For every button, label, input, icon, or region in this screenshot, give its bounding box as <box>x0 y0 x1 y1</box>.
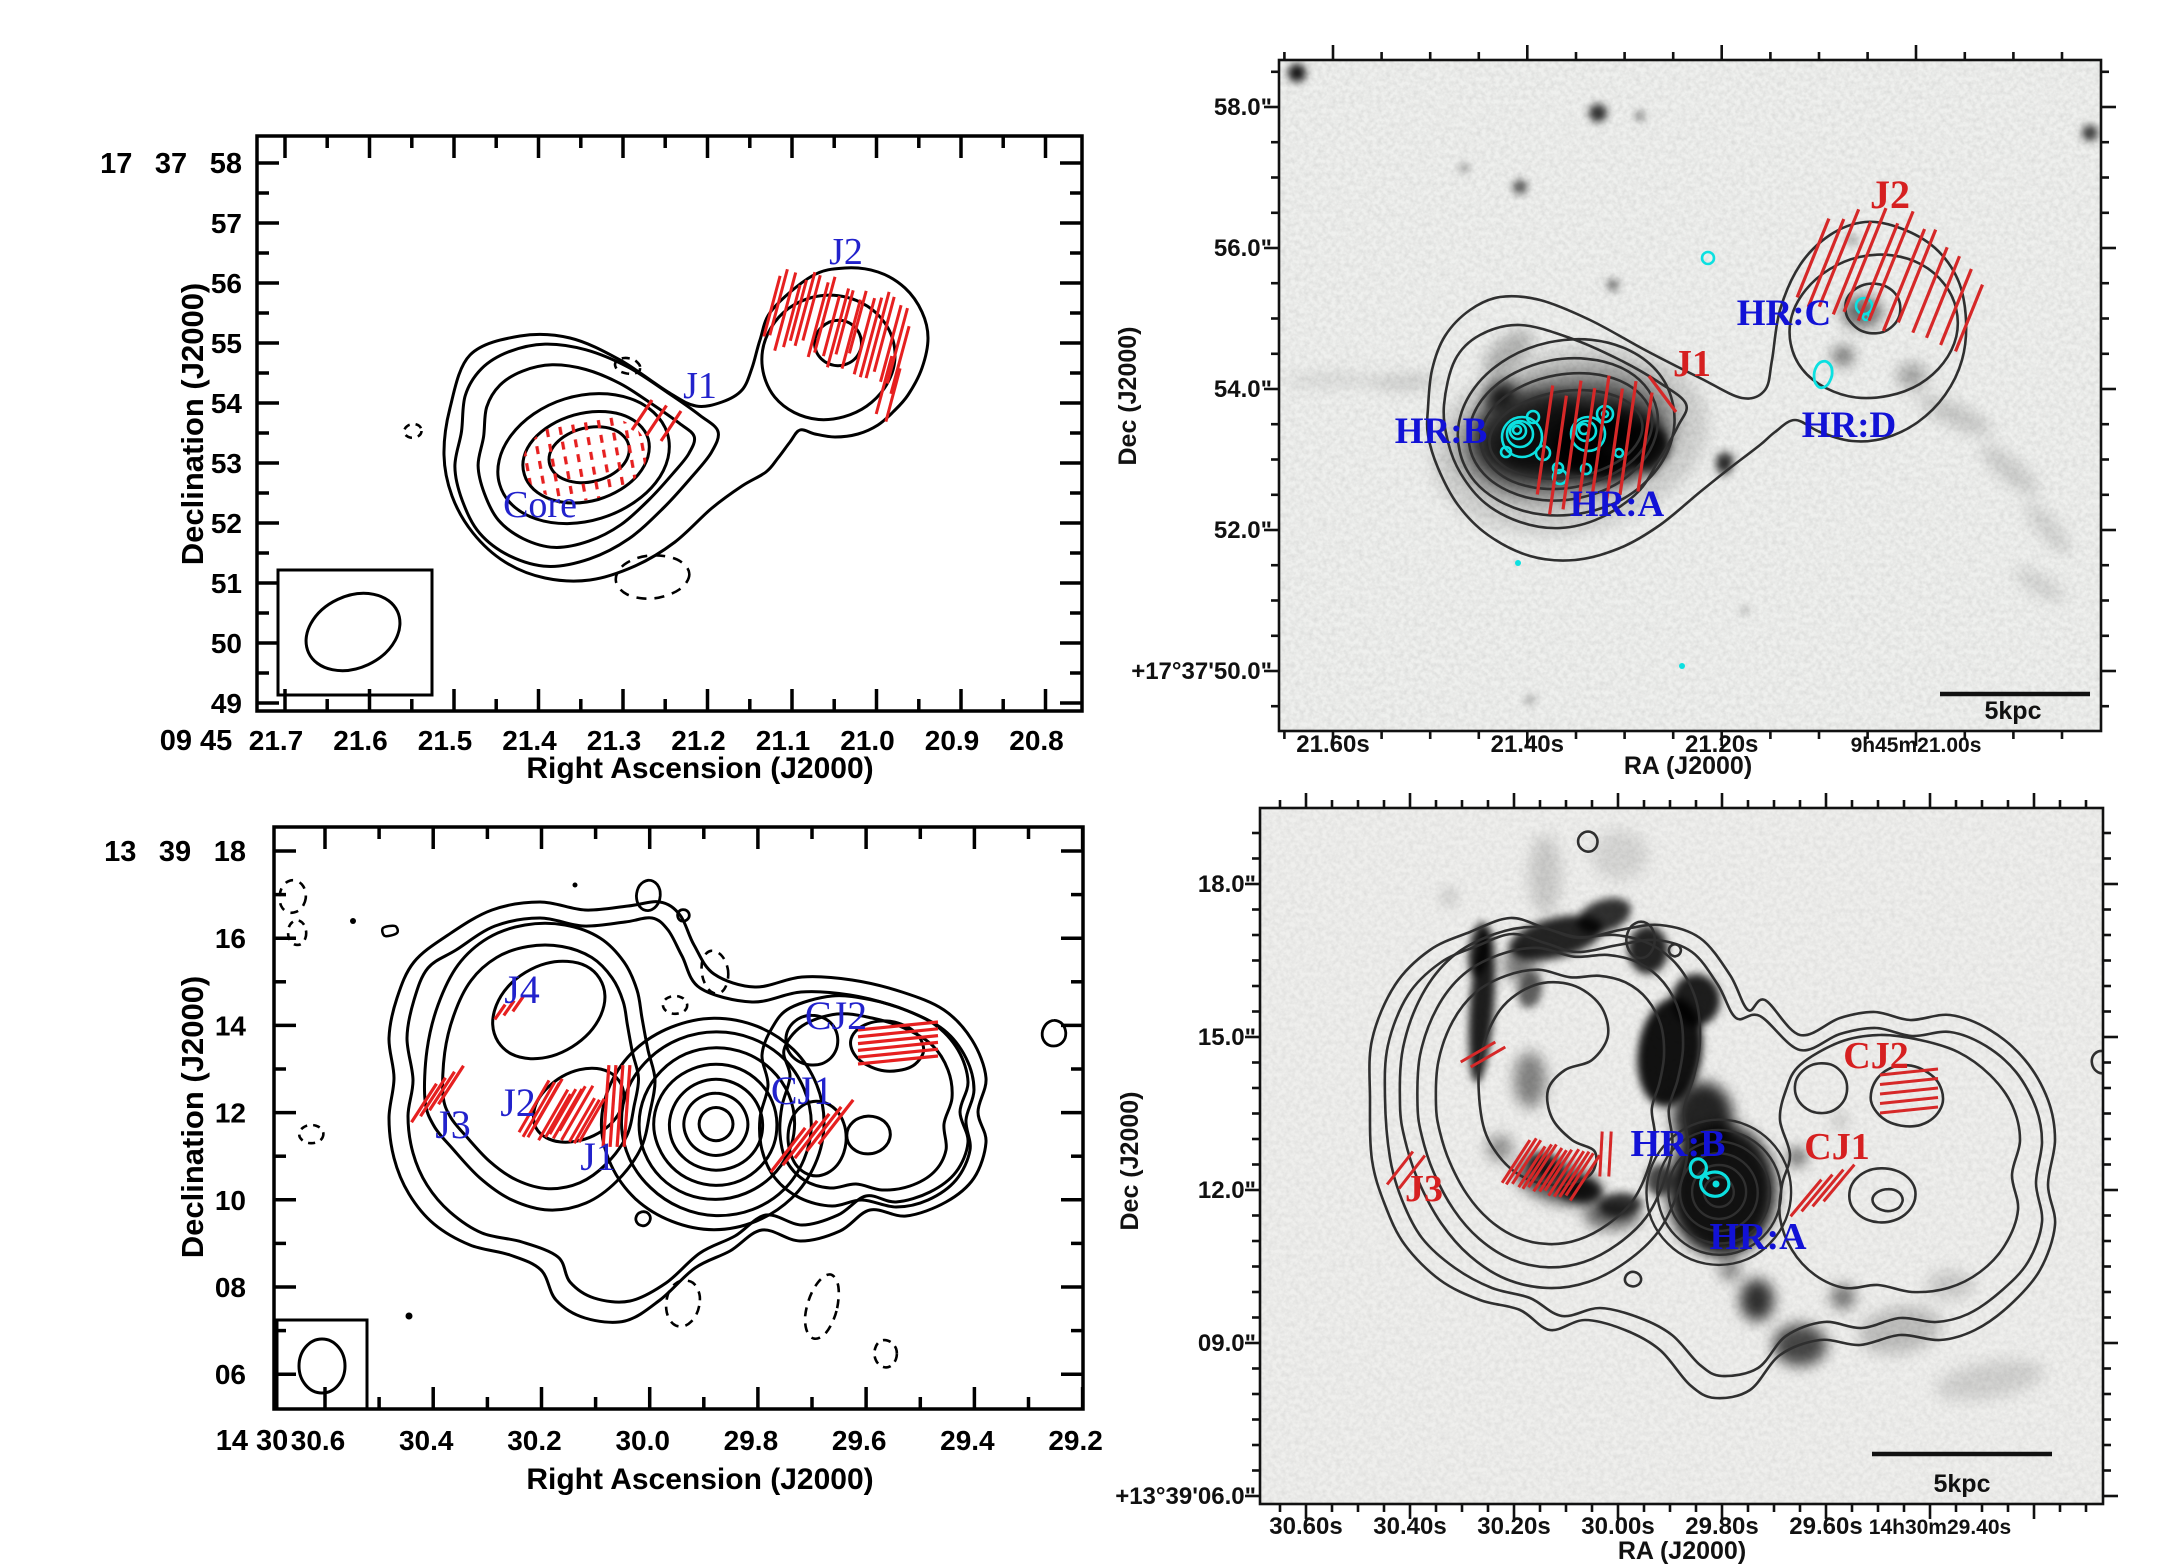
svg-text:21.0: 21.0 <box>840 725 895 756</box>
svg-text:18.0": 18.0" <box>1198 871 1256 898</box>
svg-text:J2: J2 <box>829 231 863 273</box>
svg-text:30.00s: 30.00s <box>1581 1513 1654 1540</box>
svg-text:HR:B: HR:B <box>1631 1123 1726 1165</box>
svg-text:21.6: 21.6 <box>333 725 388 756</box>
svg-text:21.7: 21.7 <box>249 725 304 756</box>
svg-text:49: 49 <box>211 688 242 719</box>
svg-text:21.20s: 21.20s <box>1685 731 1758 758</box>
svg-text:CJ1: CJ1 <box>1804 1126 1869 1168</box>
svg-text:50: 50 <box>211 628 242 659</box>
svg-text:30.20s: 30.20s <box>1477 1513 1550 1540</box>
svg-text:RA (J2000): RA (J2000) <box>1618 1537 1746 1564</box>
svg-text:51: 51 <box>211 568 242 599</box>
svg-text:08: 08 <box>215 1272 246 1303</box>
svg-text:52: 52 <box>211 508 242 539</box>
svg-text:21.60s: 21.60s <box>1296 731 1369 758</box>
svg-text:21.2: 21.2 <box>671 725 726 756</box>
svg-text:Dec (J2000): Dec (J2000) <box>1114 327 1142 466</box>
svg-text:J3: J3 <box>1405 1168 1443 1210</box>
svg-text:CJ2: CJ2 <box>805 993 867 1038</box>
svg-text:J2: J2 <box>1870 172 1910 217</box>
svg-text:HR:D: HR:D <box>1802 405 1897 446</box>
svg-text:21.5: 21.5 <box>418 725 473 756</box>
svg-text:12.0": 12.0" <box>1198 1177 1256 1204</box>
svg-text:5kpc: 5kpc <box>1934 1470 1991 1498</box>
svg-text:56.0": 56.0" <box>1214 235 1272 262</box>
svg-text:56: 56 <box>211 268 242 299</box>
svg-text:CJ2: CJ2 <box>1843 1035 1908 1077</box>
svg-text:12: 12 <box>215 1098 246 1129</box>
svg-text:17 37 58: 17 37 58 <box>100 148 242 180</box>
svg-text:HR:C: HR:C <box>1737 293 1832 334</box>
svg-text:06: 06 <box>215 1359 246 1390</box>
svg-text:Right Ascension (J2000): Right Ascension (J2000) <box>526 752 873 785</box>
svg-text:J2: J2 <box>500 1080 536 1125</box>
svg-text:21.1: 21.1 <box>756 725 811 756</box>
svg-text:21.40s: 21.40s <box>1491 731 1564 758</box>
svg-text:J1: J1 <box>580 1134 616 1179</box>
svg-text:J3: J3 <box>435 1102 471 1147</box>
svg-text:RA (J2000): RA (J2000) <box>1624 752 1752 780</box>
svg-text:J1: J1 <box>1673 343 1711 385</box>
svg-text:09.0": 09.0" <box>1198 1330 1256 1357</box>
svg-text:+17°37'50.0": +17°37'50.0" <box>1131 658 1272 685</box>
svg-text:30.40s: 30.40s <box>1373 1513 1446 1540</box>
svg-text:Right Ascension (J2000): Right Ascension (J2000) <box>526 1463 873 1496</box>
svg-text:53: 53 <box>211 448 242 479</box>
svg-text:CJ1: CJ1 <box>771 1068 833 1113</box>
svg-text:5kpc: 5kpc <box>1985 697 2042 725</box>
svg-text:Dec (J2000): Dec (J2000) <box>1116 1092 1144 1231</box>
svg-text:52.0": 52.0" <box>1214 517 1272 544</box>
svg-text:Core: Core <box>503 484 577 526</box>
svg-text:30.2: 30.2 <box>507 1425 562 1456</box>
svg-text:29.8: 29.8 <box>724 1425 779 1456</box>
svg-text:57: 57 <box>211 208 242 239</box>
svg-text:21.3: 21.3 <box>587 725 642 756</box>
svg-text:30.6: 30.6 <box>291 1425 346 1456</box>
svg-text:14h30m29.40s: 14h30m29.40s <box>1869 1516 2011 1539</box>
svg-text:+13°39'06.0": +13°39'06.0" <box>1115 1483 1256 1510</box>
svg-text:30.0: 30.0 <box>615 1425 670 1456</box>
svg-text:Declination (J2000): Declination (J2000) <box>175 976 210 1259</box>
svg-text:HR:B: HR:B <box>1395 411 1488 452</box>
svg-text:30.60s: 30.60s <box>1269 1513 1342 1540</box>
svg-text:14: 14 <box>215 1010 247 1041</box>
svg-text:HR:A: HR:A <box>1570 484 1665 525</box>
svg-text:21.4: 21.4 <box>502 725 557 756</box>
svg-text:29.4: 29.4 <box>940 1425 995 1456</box>
svg-text:55: 55 <box>211 328 242 359</box>
svg-text:J4: J4 <box>504 967 540 1012</box>
svg-text:9h45m21.00s: 9h45m21.00s <box>1851 734 1982 757</box>
svg-text:29.2: 29.2 <box>1048 1425 1103 1456</box>
svg-text:16: 16 <box>215 923 246 954</box>
svg-text:J1: J1 <box>683 365 717 407</box>
svg-text:54: 54 <box>211 388 243 419</box>
svg-text:30.4: 30.4 <box>399 1425 454 1456</box>
svg-text:09 45: 09 45 <box>160 725 233 757</box>
svg-text:20.8: 20.8 <box>1009 725 1064 756</box>
svg-text:HR:A: HR:A <box>1709 1216 1807 1258</box>
svg-text:Declination (J2000): Declination (J2000) <box>175 283 210 566</box>
svg-text:20.9: 20.9 <box>925 725 980 756</box>
svg-text:29.80s: 29.80s <box>1685 1513 1758 1540</box>
svg-text:13 39 18: 13 39 18 <box>104 836 246 868</box>
svg-text:29.6: 29.6 <box>832 1425 887 1456</box>
svg-text:10: 10 <box>215 1185 246 1216</box>
svg-text:29.60s: 29.60s <box>1789 1513 1862 1540</box>
svg-text:14 30: 14 30 <box>216 1425 289 1457</box>
svg-text:15.0": 15.0" <box>1198 1024 1256 1051</box>
svg-text:54.0": 54.0" <box>1214 376 1272 403</box>
svg-text:58.0": 58.0" <box>1214 94 1272 121</box>
